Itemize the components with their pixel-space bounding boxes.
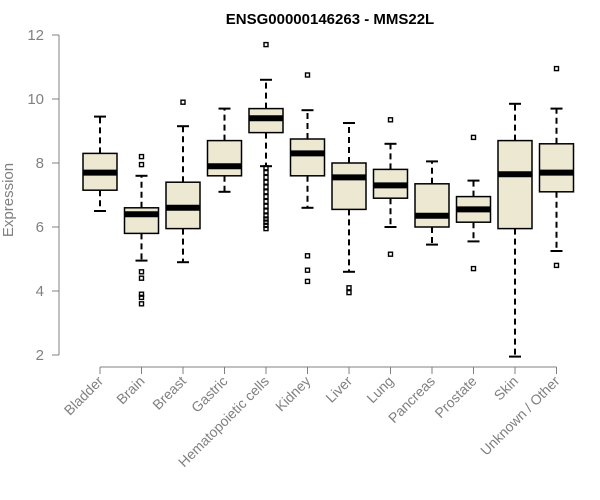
outlier-point — [180, 99, 186, 105]
outlier-point — [470, 265, 477, 272]
y-axis: 2 4 6 8 10 12 — [27, 27, 60, 364]
outlier-point — [387, 117, 394, 123]
box-group — [165, 99, 201, 264]
outlier-point — [263, 189, 269, 195]
x-tick-label: Unknown / Other — [477, 373, 563, 459]
outlier-point — [304, 72, 311, 78]
outlier-point — [138, 291, 145, 297]
x-tick-label: Liver — [322, 373, 355, 406]
iqr-box — [497, 139, 533, 230]
outlier-point — [263, 174, 269, 181]
outlier-point — [304, 278, 311, 285]
box-group — [538, 65, 575, 269]
y-tick-label: 4 — [36, 283, 44, 300]
outlier-point — [553, 262, 560, 269]
y-axis-label: Expression — [0, 163, 17, 237]
y-tick-label: 6 — [36, 219, 44, 236]
x-tick-label: Bladder — [61, 373, 107, 419]
x-tick-label: Prostate — [431, 373, 479, 421]
box-group — [248, 41, 284, 232]
outlier-point — [263, 208, 269, 214]
outlier-point — [263, 165, 269, 171]
box-group — [123, 153, 160, 307]
outlier-point — [346, 285, 352, 291]
chart-title: ENSG00000146263 - MMS22L — [226, 11, 434, 28]
outlier-point — [263, 41, 269, 48]
outlier-point — [304, 253, 311, 259]
y-tick-label: 8 — [36, 155, 44, 172]
box-group — [289, 72, 326, 285]
box-group — [82, 115, 118, 212]
x-tick-label: Kidney — [272, 373, 314, 415]
outlier-point — [138, 275, 145, 281]
y-tick-label: 2 — [36, 347, 44, 364]
outlier-point — [263, 184, 269, 190]
box-group — [206, 107, 243, 193]
iqr-box — [414, 183, 450, 228]
y-tick-label: 10 — [27, 91, 44, 108]
x-tick-label: Breast — [149, 373, 189, 413]
iqr-box — [331, 162, 367, 211]
outlier-point — [263, 225, 269, 232]
outlier-point — [263, 219, 269, 225]
outlier-point — [304, 267, 311, 273]
x-tick-label: Skin — [491, 373, 522, 404]
y-tick-label: 12 — [27, 27, 44, 44]
box-group — [414, 160, 450, 246]
box-group — [497, 102, 533, 358]
x-tick-label: Lung — [363, 373, 396, 406]
outlier-point — [553, 65, 560, 72]
outlier-point — [263, 222, 269, 229]
outlier-point — [387, 251, 394, 257]
plot-area — [82, 41, 575, 358]
outlier-point — [263, 198, 269, 205]
iqr-box — [538, 143, 575, 193]
outlier-point — [470, 134, 477, 141]
outlier-point — [263, 193, 269, 200]
outlier-point — [138, 294, 145, 301]
iqr-box — [206, 139, 243, 177]
iqr-box — [289, 138, 326, 177]
outlier-point — [346, 289, 352, 296]
outlier-point — [263, 179, 269, 185]
outlier-point — [138, 161, 145, 168]
outlier-point — [263, 203, 269, 209]
outlier-point — [138, 269, 145, 275]
outlier-point — [263, 169, 269, 176]
outlier-point — [138, 153, 145, 160]
outlier-point — [263, 213, 269, 219]
outlier-point — [138, 301, 145, 307]
x-tick-label: Brain — [113, 373, 147, 407]
outlier-point — [263, 216, 269, 222]
box-group — [372, 117, 409, 257]
box-group — [455, 134, 492, 272]
box-group — [331, 122, 367, 296]
